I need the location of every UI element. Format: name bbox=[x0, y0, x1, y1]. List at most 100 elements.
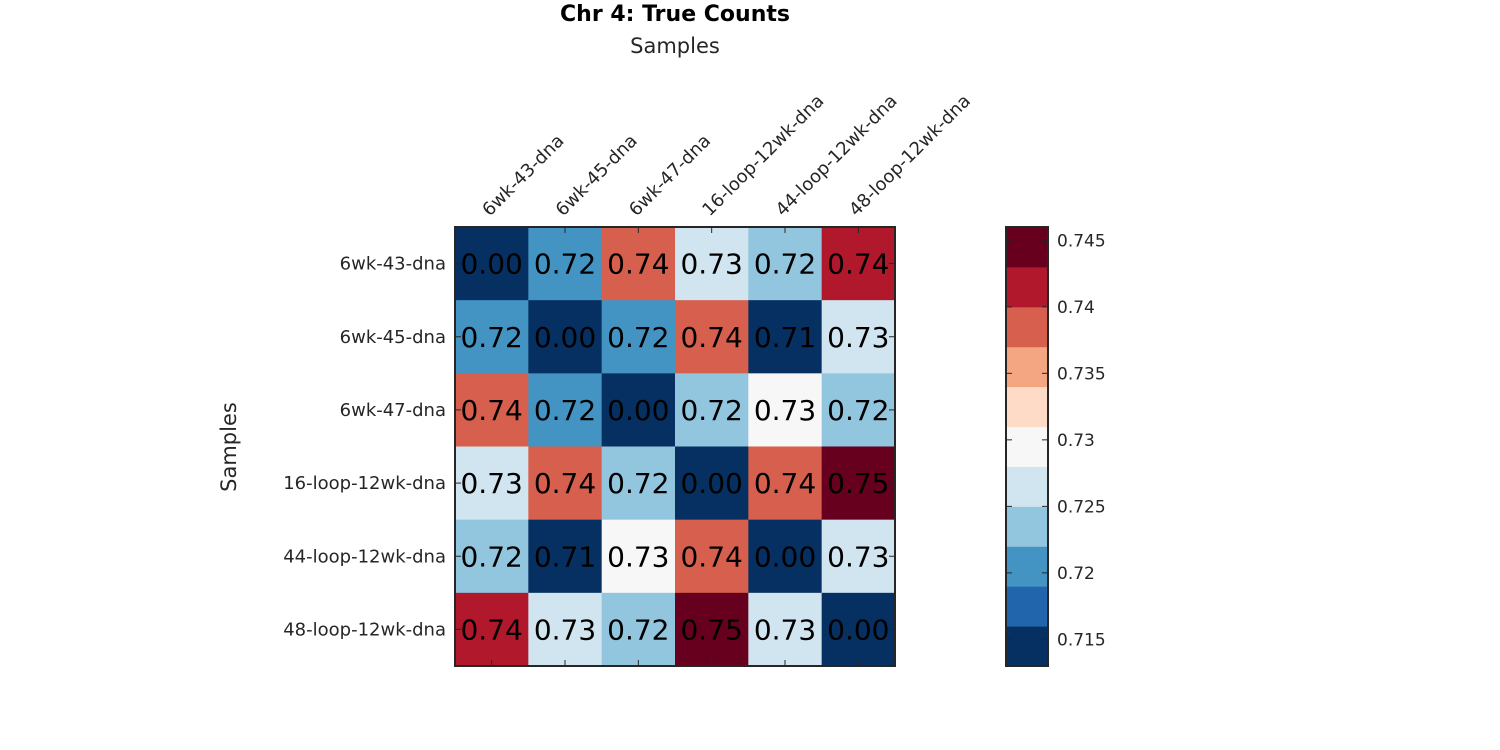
heatmap-cell bbox=[455, 227, 529, 301]
x-tick-label: 44-loop-12wk-dna bbox=[772, 91, 902, 221]
heatmap-cell bbox=[455, 519, 529, 594]
cell-value-label: 0.72 bbox=[534, 394, 596, 427]
colorbar-segment bbox=[1006, 506, 1048, 547]
heatmap-cell bbox=[528, 519, 603, 594]
cell-value-label: 0.72 bbox=[607, 467, 669, 500]
cell-value-label: 0.72 bbox=[607, 321, 669, 354]
heatmap-cell bbox=[748, 373, 823, 447]
heatmap-cell bbox=[675, 446, 749, 521]
heatmap-cells: 0.00 0.72 0.74 0.73 0.72 0.74 0.72 0.00 0.72 0.74… bbox=[455, 227, 896, 667]
cell-value-label: 0.72 bbox=[460, 540, 522, 573]
plot-frame bbox=[454, 226, 896, 667]
cell-value-label: 0.73 bbox=[460, 467, 522, 500]
cell-value-label: 0.74 bbox=[534, 467, 596, 500]
heatmap-cell bbox=[675, 300, 749, 374]
cell-value-label: 0.73 bbox=[827, 321, 889, 354]
cell-value-label: 0.74 bbox=[460, 613, 522, 646]
cell-value-label: 0.73 bbox=[754, 394, 816, 427]
chart-title: Chr 4: True Counts bbox=[560, 2, 790, 27]
heatmap-cell bbox=[601, 519, 676, 594]
cell-value-label: 0.72 bbox=[680, 394, 742, 427]
colorbar-tick-label: 0.725 bbox=[1057, 497, 1106, 517]
colorbar-tick-label: 0.735 bbox=[1057, 364, 1106, 384]
cell-value-label: 0.74 bbox=[607, 248, 669, 281]
y-tick-label: 6wk-43-dna bbox=[340, 254, 446, 275]
heatmap-cell bbox=[748, 592, 823, 667]
colorbar-segment bbox=[1006, 306, 1048, 348]
cell-value-label: 0.73 bbox=[534, 613, 596, 646]
cell-value-label: 0.75 bbox=[680, 613, 742, 646]
y-tick-label: 6wk-45-dna bbox=[340, 327, 446, 348]
heatmap-cell bbox=[821, 373, 896, 447]
cell-value-label: 0.71 bbox=[534, 540, 596, 573]
y-axis-label: Samples bbox=[217, 402, 241, 492]
x-tick-label: 48-loop-12wk-dna bbox=[845, 91, 975, 221]
cell-value-label: 0.74 bbox=[680, 321, 742, 354]
cell-value-label: 0.72 bbox=[827, 394, 889, 427]
cell-value-label: 0.74 bbox=[827, 248, 889, 281]
cell-value-label: 0.74 bbox=[754, 467, 816, 500]
cell-value-label: 0.00 bbox=[754, 540, 816, 573]
heatmap-cell bbox=[821, 300, 896, 374]
cell-value-label: 0.73 bbox=[827, 540, 889, 573]
y-tick-label: 44-loop-12wk-dna bbox=[283, 546, 446, 567]
y-tick-label: 16-loop-12wk-dna bbox=[283, 473, 446, 494]
heatmap-cell bbox=[821, 227, 896, 301]
colorbar-tick-label: 0.715 bbox=[1057, 630, 1106, 650]
heatmap-cell bbox=[455, 373, 529, 447]
heatmap-cell bbox=[821, 519, 896, 594]
colorbar-segment bbox=[1006, 227, 1048, 268]
heatmap-cell bbox=[748, 446, 823, 521]
heatmap-cell bbox=[528, 300, 603, 374]
heatmap-cell bbox=[748, 300, 823, 374]
heatmap-cell bbox=[601, 446, 676, 521]
heatmap-cell bbox=[601, 592, 676, 667]
heatmap-cell bbox=[748, 227, 823, 301]
colorbar-segment bbox=[1006, 626, 1048, 667]
colorbar-segment bbox=[1006, 386, 1048, 428]
colorbar-segment bbox=[1006, 266, 1048, 308]
cell-value-label: 0.73 bbox=[754, 613, 816, 646]
heatmap-cell bbox=[528, 373, 603, 447]
cell-value-label: 0.72 bbox=[607, 613, 669, 646]
heatmap-cell bbox=[821, 446, 896, 521]
colorbar: 0.715 0.72 0.725 0.73 0.735 0.74 0.745 bbox=[1005, 226, 1106, 667]
heatmap-cell bbox=[455, 300, 529, 374]
x-tick-label: 16-loop-12wk-dna bbox=[698, 91, 828, 221]
heatmap-cell bbox=[748, 519, 823, 594]
x-axis-label: Samples bbox=[630, 34, 720, 58]
heatmap-cell bbox=[601, 300, 676, 374]
cell-value-label: 0.00 bbox=[607, 394, 669, 427]
cell-value-label: 0.72 bbox=[534, 248, 596, 281]
y-tick-labels: 6wk-43-dna 6wk-45-dna 6wk-47-dna 16-loop-12… bbox=[283, 254, 895, 640]
heatmap-cell bbox=[455, 592, 529, 667]
cell-value-label: 0.74 bbox=[680, 540, 742, 573]
colorbar-tick-label: 0.74 bbox=[1057, 298, 1095, 318]
y-tick-label: 48-loop-12wk-dna bbox=[283, 619, 446, 640]
cell-value-label: 0.00 bbox=[460, 248, 522, 281]
colorbar-segment bbox=[1006, 586, 1048, 627]
cell-value-label: 0.00 bbox=[534, 321, 596, 354]
cell-value-label: 0.71 bbox=[754, 321, 816, 354]
cell-value-label: 0.72 bbox=[460, 321, 522, 354]
cell-value-label: 0.72 bbox=[754, 248, 816, 281]
colorbar-frame bbox=[1005, 226, 1049, 667]
colorbar-segment bbox=[1006, 346, 1048, 388]
heatmap-cell bbox=[675, 592, 749, 667]
cell-value-label: 0.74 bbox=[460, 394, 522, 427]
cell-value-label: 0.73 bbox=[680, 248, 742, 281]
heatmap-cell bbox=[675, 227, 749, 301]
heatmap-cell bbox=[455, 446, 529, 521]
heatmap-cell bbox=[528, 592, 603, 667]
cell-value-label: 0.73 bbox=[607, 540, 669, 573]
heatmap-cell bbox=[821, 592, 896, 667]
colorbar-segment bbox=[1006, 466, 1048, 507]
colorbar-tick-label: 0.72 bbox=[1057, 564, 1095, 584]
cell-value-label: 0.00 bbox=[827, 613, 889, 646]
cell-value-label: 0.00 bbox=[680, 467, 742, 500]
colorbar-tick-label: 0.745 bbox=[1057, 231, 1106, 251]
colorbar-tick-label: 0.73 bbox=[1057, 431, 1095, 451]
heatmap-cell bbox=[675, 519, 749, 594]
heatmap-cell bbox=[528, 446, 603, 521]
